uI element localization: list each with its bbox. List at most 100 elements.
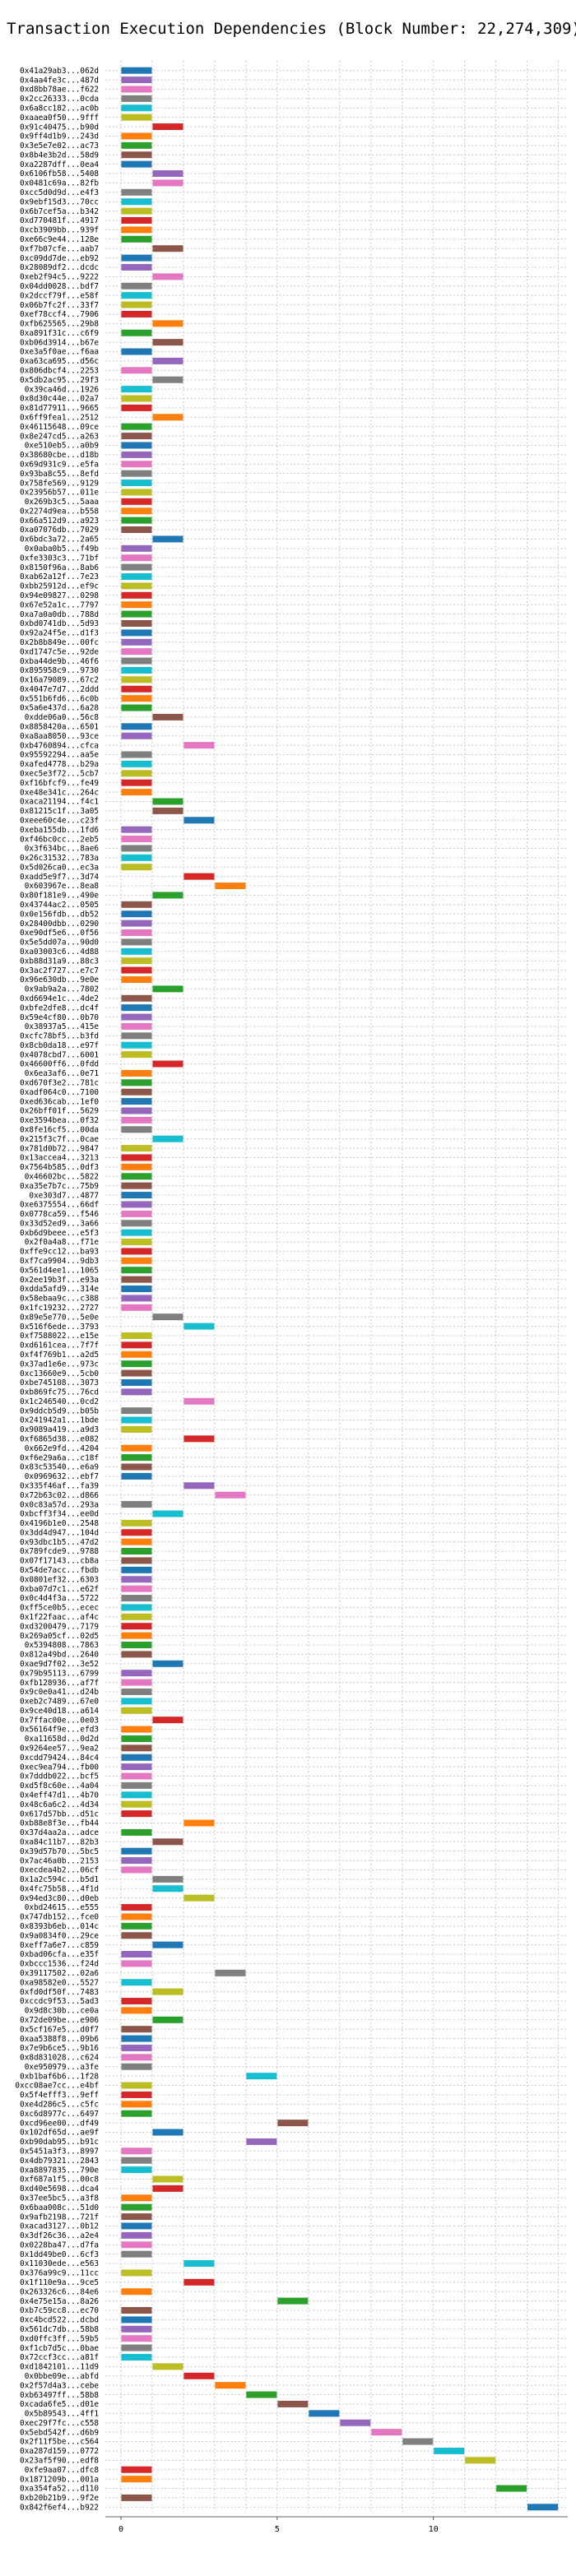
transaction-bar xyxy=(121,1613,152,1620)
transaction-bar xyxy=(152,339,183,346)
transaction-bar xyxy=(121,1416,152,1424)
y-tick-label: 0x67e52a1c...7797 xyxy=(20,600,99,609)
y-tick-label: 0xae9d7f02...3e52 xyxy=(20,1660,99,1669)
y-tick-label: 0x72b63c02...d866 xyxy=(20,1491,99,1500)
y-tick-label: 0x8d831028...c624 xyxy=(20,2054,99,2063)
transaction-bar xyxy=(121,1388,152,1396)
y-tick-label: 0x8d30c44e...02a7 xyxy=(20,395,99,404)
y-tick-label: 0xaaea0f50...9fff xyxy=(20,114,99,123)
transaction-bar xyxy=(121,563,152,571)
y-tick-label: 0xe90df5e6...0f56 xyxy=(20,929,99,938)
y-tick-label: 0x16a79089...67c2 xyxy=(20,676,99,685)
x-tick-label: 0 xyxy=(118,2525,123,2534)
transaction-bar xyxy=(121,1922,152,1930)
transaction-bar xyxy=(121,2325,152,2333)
y-tick-label: 0xfb128936...af7f xyxy=(20,1679,99,1688)
transaction-bar xyxy=(465,2457,496,2464)
y-tick-label: 0xaca21194...f4c1 xyxy=(20,798,99,807)
transaction-bar xyxy=(121,1145,152,1152)
transaction-bar xyxy=(121,648,152,656)
transaction-bar xyxy=(121,619,152,627)
transaction-bar xyxy=(121,188,152,196)
transaction-bar xyxy=(121,207,152,215)
transaction-bar xyxy=(121,864,152,871)
transaction-bar xyxy=(121,1257,152,1264)
transaction-bar xyxy=(121,1107,152,1114)
y-tick-label: 0xfe3303c3...71bf xyxy=(20,554,99,563)
y-tick-label: 0x789fcde9...9788 xyxy=(20,1547,99,1556)
y-tick-label: 0x9a0834f0...29ce xyxy=(20,1931,99,1940)
y-tick-label: 0xeba155db...1fd6 xyxy=(20,826,99,835)
y-tick-label: 0x8fe16cf5...00da xyxy=(20,1125,99,1134)
transaction-bar xyxy=(121,582,152,590)
transaction-bar xyxy=(121,910,152,918)
transaction-bar xyxy=(121,76,152,84)
transaction-bar xyxy=(121,2157,152,2164)
y-tick-label: 0x23af5f90...edf8 xyxy=(20,2457,99,2466)
transaction-bar xyxy=(121,217,152,225)
transaction-bar xyxy=(121,1585,152,1592)
transaction-bar xyxy=(121,226,152,234)
y-tick-label: 0x5e5dd07a...90d0 xyxy=(20,938,99,947)
transaction-bar xyxy=(215,883,246,890)
transaction-bar xyxy=(121,1022,152,1030)
y-tick-label: 0x2f57d4a3...cebe xyxy=(20,2381,99,2390)
y-tick-label: 0xf16bfcf9...fe49 xyxy=(20,779,99,788)
y-tick-label: 0xb7c59cc8...ec70 xyxy=(20,2306,99,2315)
transaction-bar xyxy=(121,826,152,833)
transaction-bar xyxy=(121,423,152,430)
y-tick-label: 0xf7b07cfe...aab7 xyxy=(20,244,99,253)
transaction-bar xyxy=(121,601,152,609)
x-tick-label: 10 xyxy=(429,2525,439,2534)
transaction-bar xyxy=(121,1154,152,1161)
transaction-bar xyxy=(152,414,183,421)
transaction-bar xyxy=(121,836,152,843)
y-tick-label: 0x335f46af...fa39 xyxy=(20,1481,99,1490)
transaction-bar xyxy=(183,2372,215,2379)
y-tick-label: 0x7ffac00e...0e03 xyxy=(20,1716,99,1725)
transaction-bar xyxy=(121,1754,152,1761)
transaction-bar xyxy=(121,2213,152,2221)
transaction-bar xyxy=(121,1763,152,1771)
y-tick-label: 0x2ee19b3f...e93a xyxy=(20,1276,99,1285)
transaction-bar xyxy=(152,179,183,187)
y-tick-label: 0x28400dbb...0290 xyxy=(20,920,99,929)
transaction-bar xyxy=(121,1088,152,1096)
y-tick-label: 0xbb25912d...ef9c xyxy=(20,582,99,591)
transaction-bar xyxy=(121,629,152,637)
y-tick-label: 0x8cb0da18...e97f xyxy=(20,1041,99,1050)
transaction-bar xyxy=(121,1267,152,1274)
y-tick-label: 0xaa5388f8...09b6 xyxy=(20,2035,99,2044)
y-tick-label: 0xbcff3f34...ee0d xyxy=(20,1510,99,1519)
y-tick-label: 0x1f22faac...af4c xyxy=(20,1613,99,1622)
transaction-bar xyxy=(152,1135,183,1142)
y-tick-label: 0xfe9aa07...dfc8 xyxy=(25,2466,100,2475)
transaction-bar xyxy=(121,966,152,974)
transaction-bar xyxy=(121,2091,152,2098)
transaction-bar xyxy=(121,1857,152,1865)
y-tick-label: 0x0bbe09e...abfd xyxy=(25,2372,99,2381)
transaction-bar xyxy=(121,1828,152,1836)
y-tick-label: 0x617d57bb...d51c xyxy=(20,1809,99,1818)
y-tick-label: 0x69d931c9...e5fa xyxy=(20,460,99,469)
y-tick-label: 0x93ba8c55...8efd xyxy=(20,470,99,479)
y-tick-label: 0x662e9fd...4204 xyxy=(25,1444,100,1453)
bars xyxy=(121,67,559,2511)
y-tick-label: 0xe66c9e44...128e xyxy=(20,235,99,244)
transaction-bar xyxy=(121,1079,152,1086)
y-tick-label: 0xcc08ae7cc...e4bf xyxy=(15,2082,99,2091)
y-tick-label: 0xe3594bea...0f32 xyxy=(20,1116,99,1125)
transaction-bar xyxy=(121,1369,152,1377)
transaction-bar xyxy=(121,1378,152,1386)
y-tick-label: 0xb90dab95...b91c xyxy=(20,2138,99,2147)
y-tick-label: 0x96e630db...9e0e xyxy=(20,975,99,985)
x-tick-labels: 0 5 10 xyxy=(118,2517,439,2534)
transaction-bar xyxy=(121,1163,152,1170)
y-tick-label: 0xadf064c0...7100 xyxy=(20,1088,99,1097)
transaction-bar xyxy=(121,1538,152,1545)
transaction-bar xyxy=(121,638,152,646)
grid-layer xyxy=(105,61,568,2512)
transaction-bar xyxy=(121,1744,152,1752)
transaction-bar xyxy=(121,198,152,206)
y-tick-label: 0x54de7acc...fbdb xyxy=(20,1566,99,1575)
